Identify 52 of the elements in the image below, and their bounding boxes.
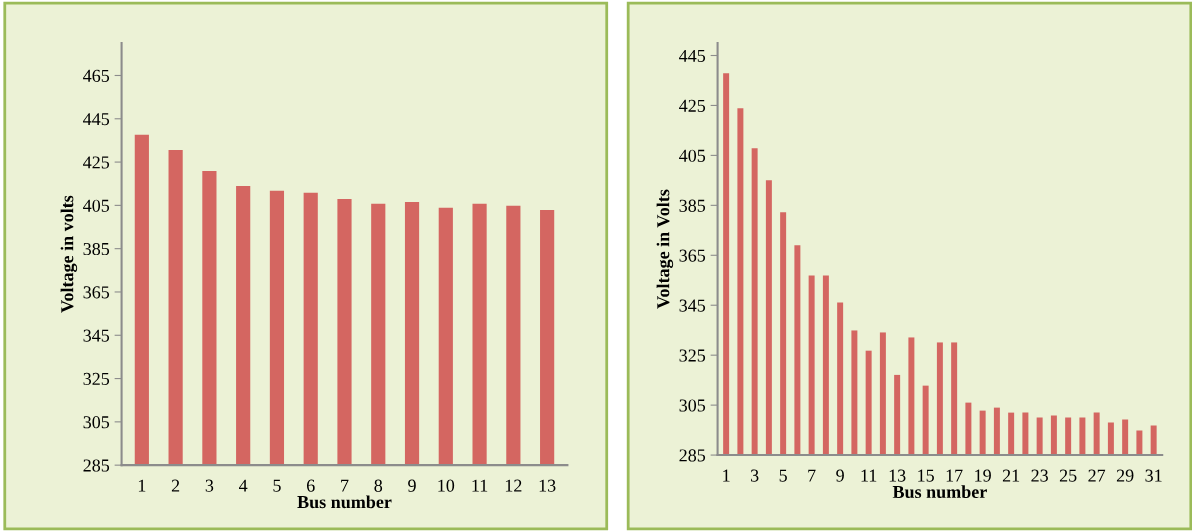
x-tick-label: 1 — [138, 479, 146, 492]
y-tick-label: 385 — [83, 242, 110, 256]
y-tick-label: 425 — [679, 99, 706, 112]
x-tick-label: 4 — [239, 479, 248, 492]
y-tick-label: 405 — [83, 199, 110, 212]
x-tick-label: 1 — [723, 469, 730, 482]
x-tick-label: 9 — [408, 479, 416, 492]
x-tick-label: 19 — [975, 469, 991, 482]
y-tick-label: 325 — [83, 372, 110, 385]
x-tick-label: 15 — [918, 469, 934, 482]
y-tick-label: 325 — [679, 349, 706, 362]
x-tick-label: 21 — [1002, 469, 1020, 482]
x-tick-label: 7 — [808, 469, 816, 482]
x-tick-label: 11 — [472, 479, 488, 492]
y-tick-label: 285 — [679, 449, 706, 462]
x-tick-label: 6 — [306, 479, 315, 492]
y-tick-label: 425 — [83, 156, 110, 169]
y-tick-label: 305 — [679, 399, 706, 412]
x-tick-label: 3 — [750, 469, 759, 482]
x-tick-label: 10 — [438, 479, 455, 492]
y-axis-title: Voltage in Volts — [656, 189, 674, 309]
x-tick-label: 31 — [1145, 469, 1162, 482]
x-tick-label: 5 — [779, 469, 787, 482]
x-tick-label: 27 — [1088, 469, 1106, 482]
y-tick-label: 365 — [679, 249, 706, 262]
x-tick-label: 25 — [1059, 469, 1077, 482]
y-tick-label: 345 — [679, 299, 706, 312]
y-tick-label: 405 — [679, 149, 706, 162]
x-tick-label: 9 — [836, 469, 844, 482]
x-tick-label: 11 — [861, 469, 877, 482]
y-tick-label: 345 — [83, 329, 110, 342]
x-tick-label: 7 — [341, 479, 349, 492]
y-tick-label: 285 — [83, 459, 110, 472]
x-tick-label: 29 — [1116, 469, 1134, 482]
y-tick-label: 465 — [83, 69, 110, 82]
x-tick-label: 5 — [273, 479, 281, 492]
x-axis-title: Bus number — [297, 495, 392, 509]
x-tick-label: 13 — [539, 479, 556, 492]
y-tick-label: 445 — [679, 49, 706, 62]
x-tick-label: 17 — [946, 469, 963, 482]
y-axis-title: Voltage in volts — [60, 195, 78, 313]
x-tick-label: 13 — [889, 469, 906, 482]
x-tick-label: 8 — [374, 479, 383, 492]
x-axis-title: Bus number — [892, 485, 987, 499]
y-tick-label: 305 — [83, 416, 110, 429]
x-tick-label: 2 — [171, 479, 180, 492]
y-tick-label: 385 — [679, 199, 706, 212]
y-tick-label: 365 — [83, 286, 110, 299]
x-tick-label: 3 — [205, 479, 214, 492]
y-tick-label: 445 — [83, 113, 110, 126]
x-tick-label: 12 — [505, 479, 522, 492]
x-tick-label: 23 — [1031, 469, 1048, 482]
